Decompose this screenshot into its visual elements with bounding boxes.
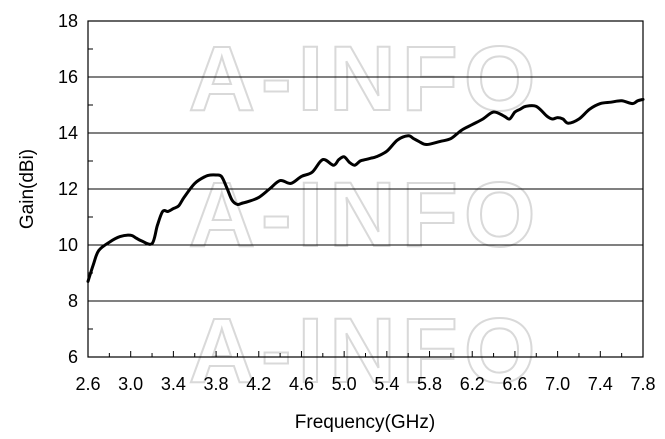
watermark-text: A-INFO xyxy=(189,164,542,266)
grid-layer xyxy=(88,76,643,302)
x-tick-label: 5.4 xyxy=(374,374,399,394)
x-tick-label: 5.0 xyxy=(332,374,357,394)
watermark-text: A-INFO xyxy=(189,28,542,130)
x-tick-label: 6.6 xyxy=(502,374,527,394)
plot-frame xyxy=(87,20,644,358)
x-tick-label: 3.0 xyxy=(118,374,143,394)
x-tick-label: 3.8 xyxy=(204,374,229,394)
x-tick-label: 4.6 xyxy=(289,374,314,394)
y-tick-label: 8 xyxy=(68,291,78,311)
y-tick-label: 16 xyxy=(58,67,78,87)
x-tick-label: 7.8 xyxy=(630,374,655,394)
x-axis-title: Frequency(GHz) xyxy=(295,412,435,433)
y-tick-labels: 6 8 10 12 14 16 18 xyxy=(58,11,78,367)
x-tick-label: 6.2 xyxy=(460,374,485,394)
y-tick-label: 18 xyxy=(58,11,78,31)
x-tick-label: 7.4 xyxy=(588,374,613,394)
x-tick-label: 3.4 xyxy=(161,374,186,394)
y-tick-label: 6 xyxy=(68,347,78,367)
y-tick-label: 12 xyxy=(58,179,78,199)
watermark-text: A-INFO xyxy=(189,300,542,402)
plot-border xyxy=(87,20,644,358)
y-tick-label: 10 xyxy=(58,235,78,255)
y-axis-title: Gain(dBi) xyxy=(17,149,38,229)
x-tick-label: 4.2 xyxy=(246,374,271,394)
x-tick-label: 7.0 xyxy=(545,374,570,394)
x-tick-labels: 2.6 3.0 3.4 3.8 4.2 4.6 5.0 5.4 5.8 6.2 6.6 7.0 7.4 7… xyxy=(75,374,655,394)
x-tick-label: 5.8 xyxy=(417,374,442,394)
gain-series-line xyxy=(86,97,645,283)
series-layer xyxy=(86,97,645,283)
y-tick-label: 14 xyxy=(58,123,78,143)
tick-marks xyxy=(87,48,644,357)
watermark-layer: A-INFO A-INFO A-INFO xyxy=(188,27,542,403)
x-tick-label: 2.6 xyxy=(75,374,100,394)
